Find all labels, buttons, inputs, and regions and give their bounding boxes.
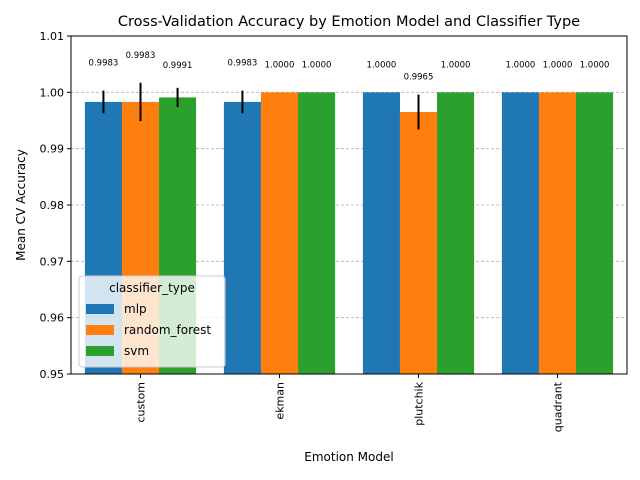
x-tick-label: custom (135, 382, 148, 423)
legend-swatch-random_forest (86, 325, 114, 335)
y-tick-label: 0.97 (40, 255, 65, 268)
data-label: 1.0000 (543, 60, 573, 70)
bar-mlp-ekman (223, 101, 261, 374)
data-label: 1.0000 (441, 60, 471, 70)
y-tick-label: 1.00 (40, 86, 65, 99)
legend-box (78, 275, 226, 368)
y-tick-label: 0.95 (40, 368, 65, 381)
data-label: 0.9983 (228, 59, 258, 69)
legend-label-svm: svm (124, 344, 149, 358)
x-tick-label: ekman (274, 382, 287, 420)
data-label: 1.0000 (580, 60, 610, 70)
legend-swatch-mlp (86, 304, 114, 314)
data-label: 0.9991 (163, 61, 193, 71)
x-tick-label: quadrant (552, 381, 565, 432)
bars (84, 92, 614, 375)
bar-svm-quadrant (576, 92, 614, 374)
data-label: 0.9983 (126, 51, 156, 61)
x-axis-ticks: custom ekman plutchik quadrant (135, 374, 565, 432)
bar-random_forest-plutchik (399, 112, 438, 375)
data-label: 1.0000 (302, 60, 332, 70)
x-axis-label: Emotion Model (304, 450, 393, 464)
legend-label-mlp: mlp (124, 302, 147, 316)
x-tick-label: plutchik (413, 381, 426, 425)
legend-title: classifier_type (109, 281, 195, 295)
bar-random_forest-quadrant (538, 92, 577, 374)
y-axis-label: Mean CV Accuracy (14, 149, 28, 261)
data-label: 1.0000 (265, 60, 295, 70)
y-tick-label: 0.96 (40, 312, 65, 325)
y-tick-label: 0.99 (40, 143, 65, 156)
bar-svm-ekman (298, 92, 336, 374)
data-label: 1.0000 (506, 60, 536, 70)
bar-svm-plutchik (437, 92, 475, 374)
data-label: 1.0000 (367, 60, 397, 70)
data-label: 0.9965 (404, 73, 434, 83)
legend-label-random_forest: random_forest (124, 323, 211, 337)
y-axis-ticks: 0.95 0.96 0.97 0.98 0.99 1.00 1.01 (40, 30, 71, 381)
bar-random_forest-ekman (260, 92, 299, 374)
bar-mlp-plutchik (362, 92, 400, 374)
legend-swatch-svm (86, 346, 114, 356)
data-label: 0.9983 (89, 59, 119, 69)
data-labels: 0.9983 0.9983 1.0000 1.0000 0.9983 1.0000 0.99… (89, 51, 610, 83)
chart-title: Cross-Validation Accuracy by Emotion Mod… (118, 14, 580, 30)
bar-mlp-quadrant (501, 92, 539, 374)
y-tick-label: 1.01 (40, 30, 65, 43)
y-tick-label: 0.98 (40, 199, 65, 212)
error-bars (102, 82, 420, 130)
